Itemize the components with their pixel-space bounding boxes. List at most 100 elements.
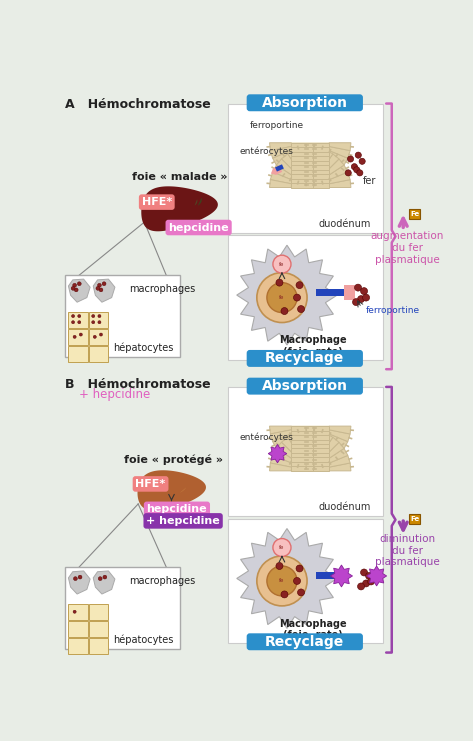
Circle shape bbox=[296, 565, 303, 572]
Polygon shape bbox=[268, 445, 287, 463]
Polygon shape bbox=[270, 172, 293, 184]
Polygon shape bbox=[295, 431, 307, 453]
Bar bbox=[88, 621, 108, 637]
Text: B   Hémochromatose: B Hémochromatose bbox=[65, 379, 211, 391]
Circle shape bbox=[273, 539, 291, 556]
Polygon shape bbox=[281, 156, 300, 176]
Polygon shape bbox=[317, 433, 333, 455]
Circle shape bbox=[92, 314, 95, 318]
Polygon shape bbox=[307, 147, 329, 152]
Circle shape bbox=[78, 575, 82, 579]
Bar bbox=[65, 275, 180, 357]
Bar bbox=[228, 235, 383, 360]
Polygon shape bbox=[321, 154, 339, 174]
Bar bbox=[291, 426, 329, 471]
Polygon shape bbox=[291, 174, 313, 179]
Polygon shape bbox=[69, 279, 90, 302]
Bar bbox=[88, 638, 108, 654]
Text: Recyclage: Recyclage bbox=[265, 351, 344, 365]
Bar bbox=[344, 285, 355, 300]
Text: fe: fe bbox=[279, 262, 285, 267]
Text: ferroportine: ferroportine bbox=[250, 121, 304, 130]
Polygon shape bbox=[291, 179, 313, 183]
Polygon shape bbox=[317, 150, 333, 172]
Text: hépatocytes: hépatocytes bbox=[114, 342, 174, 353]
Polygon shape bbox=[328, 147, 350, 159]
Circle shape bbox=[348, 156, 354, 162]
Text: fe: fe bbox=[279, 545, 285, 550]
Polygon shape bbox=[307, 174, 329, 179]
Polygon shape bbox=[270, 179, 291, 187]
Polygon shape bbox=[314, 444, 326, 466]
Polygon shape bbox=[317, 159, 333, 180]
Polygon shape bbox=[288, 159, 303, 180]
Polygon shape bbox=[307, 143, 329, 147]
Circle shape bbox=[298, 305, 305, 313]
Circle shape bbox=[73, 336, 76, 339]
Polygon shape bbox=[326, 165, 348, 180]
Polygon shape bbox=[329, 426, 351, 434]
Polygon shape bbox=[237, 245, 337, 345]
Polygon shape bbox=[307, 156, 329, 161]
Polygon shape bbox=[321, 437, 339, 457]
Circle shape bbox=[98, 314, 101, 318]
Bar bbox=[410, 209, 420, 219]
Circle shape bbox=[71, 321, 75, 324]
Polygon shape bbox=[326, 433, 348, 448]
Polygon shape bbox=[180, 488, 186, 493]
Polygon shape bbox=[314, 431, 326, 453]
Polygon shape bbox=[302, 147, 310, 169]
Polygon shape bbox=[314, 148, 326, 170]
Polygon shape bbox=[324, 436, 344, 455]
Text: Fe: Fe bbox=[410, 516, 420, 522]
Polygon shape bbox=[291, 462, 313, 466]
Polygon shape bbox=[276, 159, 297, 177]
Text: HFE*: HFE* bbox=[135, 479, 166, 489]
Text: augmentation
du fer
plasmatique: augmentation du fer plasmatique bbox=[370, 231, 444, 265]
Circle shape bbox=[103, 575, 107, 579]
Bar bbox=[291, 143, 329, 187]
Circle shape bbox=[267, 566, 297, 596]
Bar bbox=[69, 329, 88, 345]
Circle shape bbox=[294, 577, 300, 585]
Text: foie « protégé »: foie « protégé » bbox=[124, 454, 223, 465]
Text: macrophages: macrophages bbox=[129, 284, 195, 294]
Circle shape bbox=[354, 167, 360, 173]
Text: Absorption: Absorption bbox=[262, 379, 348, 393]
Polygon shape bbox=[291, 152, 313, 156]
Polygon shape bbox=[307, 426, 329, 431]
Polygon shape bbox=[310, 445, 318, 467]
Text: hépatocytes: hépatocytes bbox=[114, 634, 174, 645]
Circle shape bbox=[98, 321, 101, 324]
FancyBboxPatch shape bbox=[247, 350, 363, 367]
Polygon shape bbox=[307, 435, 329, 439]
Polygon shape bbox=[307, 431, 329, 435]
Polygon shape bbox=[194, 199, 197, 205]
Text: macrophages: macrophages bbox=[129, 576, 195, 586]
FancyArrow shape bbox=[271, 166, 282, 175]
Text: HFE*: HFE* bbox=[141, 197, 172, 207]
Circle shape bbox=[355, 284, 361, 291]
Polygon shape bbox=[326, 150, 348, 165]
Polygon shape bbox=[328, 172, 350, 184]
Bar bbox=[69, 312, 88, 328]
Polygon shape bbox=[270, 463, 291, 471]
Bar bbox=[228, 104, 383, 233]
Polygon shape bbox=[302, 162, 310, 183]
Polygon shape bbox=[307, 466, 329, 471]
Polygon shape bbox=[276, 436, 297, 455]
Polygon shape bbox=[281, 437, 300, 457]
Circle shape bbox=[92, 321, 95, 324]
Circle shape bbox=[74, 288, 78, 292]
Circle shape bbox=[96, 287, 100, 290]
Polygon shape bbox=[270, 430, 293, 442]
Polygon shape bbox=[291, 439, 313, 444]
Text: + hepcidine: + hepcidine bbox=[79, 388, 150, 402]
Bar bbox=[65, 567, 180, 648]
Polygon shape bbox=[281, 439, 300, 459]
Polygon shape bbox=[314, 160, 326, 182]
FancyBboxPatch shape bbox=[247, 94, 363, 111]
Text: entérocytes: entérocytes bbox=[240, 147, 294, 156]
Polygon shape bbox=[307, 183, 329, 187]
Text: duodénum: duodénum bbox=[318, 502, 370, 512]
